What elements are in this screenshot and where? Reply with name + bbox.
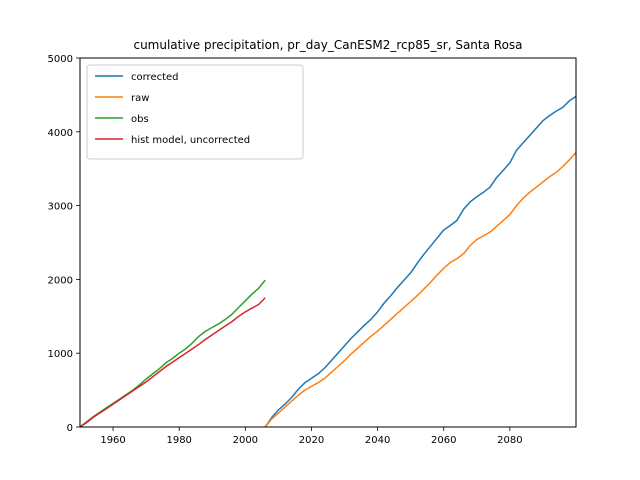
x-tick-label-6: 2080 bbox=[497, 435, 522, 446]
legend-label-1: raw bbox=[131, 93, 149, 104]
y-axis: 0 1000 2000 3000 4000 5000 bbox=[48, 54, 80, 434]
x-tick-label-0: 1960 bbox=[100, 435, 125, 446]
y-tick-label-4: 4000 bbox=[48, 128, 73, 139]
y-tick-label-3: 3000 bbox=[48, 202, 73, 213]
legend-label-2: obs bbox=[131, 114, 149, 125]
y-tick-label-0: 0 bbox=[67, 423, 73, 434]
x-tick-label-1: 1980 bbox=[166, 435, 191, 446]
series-line-2 bbox=[79, 279, 266, 428]
series-layer bbox=[79, 95, 577, 428]
series-line-3 bbox=[79, 297, 266, 428]
x-tick-label-5: 2060 bbox=[431, 435, 456, 446]
legend-box bbox=[86, 64, 304, 160]
legend-label-0: corrected bbox=[131, 72, 179, 83]
x-tick-label-4: 2040 bbox=[365, 435, 390, 446]
legend: corrected raw obs hist model, uncorrected bbox=[86, 64, 304, 160]
y-tick-label-2: 2000 bbox=[48, 275, 73, 286]
x-axis: 1960 1980 2000 2020 2040 2060 2080 bbox=[100, 427, 523, 446]
x-tick-label-2: 2000 bbox=[233, 435, 258, 446]
series-line-0 bbox=[264, 95, 577, 428]
legend-label-3: hist model, uncorrected bbox=[131, 135, 250, 146]
series-line-1 bbox=[264, 151, 577, 428]
x-tick-label-3: 2020 bbox=[299, 435, 324, 446]
chart-title: cumulative precipitation, pr_day_CanESM2… bbox=[133, 38, 522, 52]
plot-frame bbox=[79, 57, 577, 428]
y-tick-label-1: 1000 bbox=[48, 349, 73, 360]
y-tick-label-5: 5000 bbox=[48, 54, 73, 65]
